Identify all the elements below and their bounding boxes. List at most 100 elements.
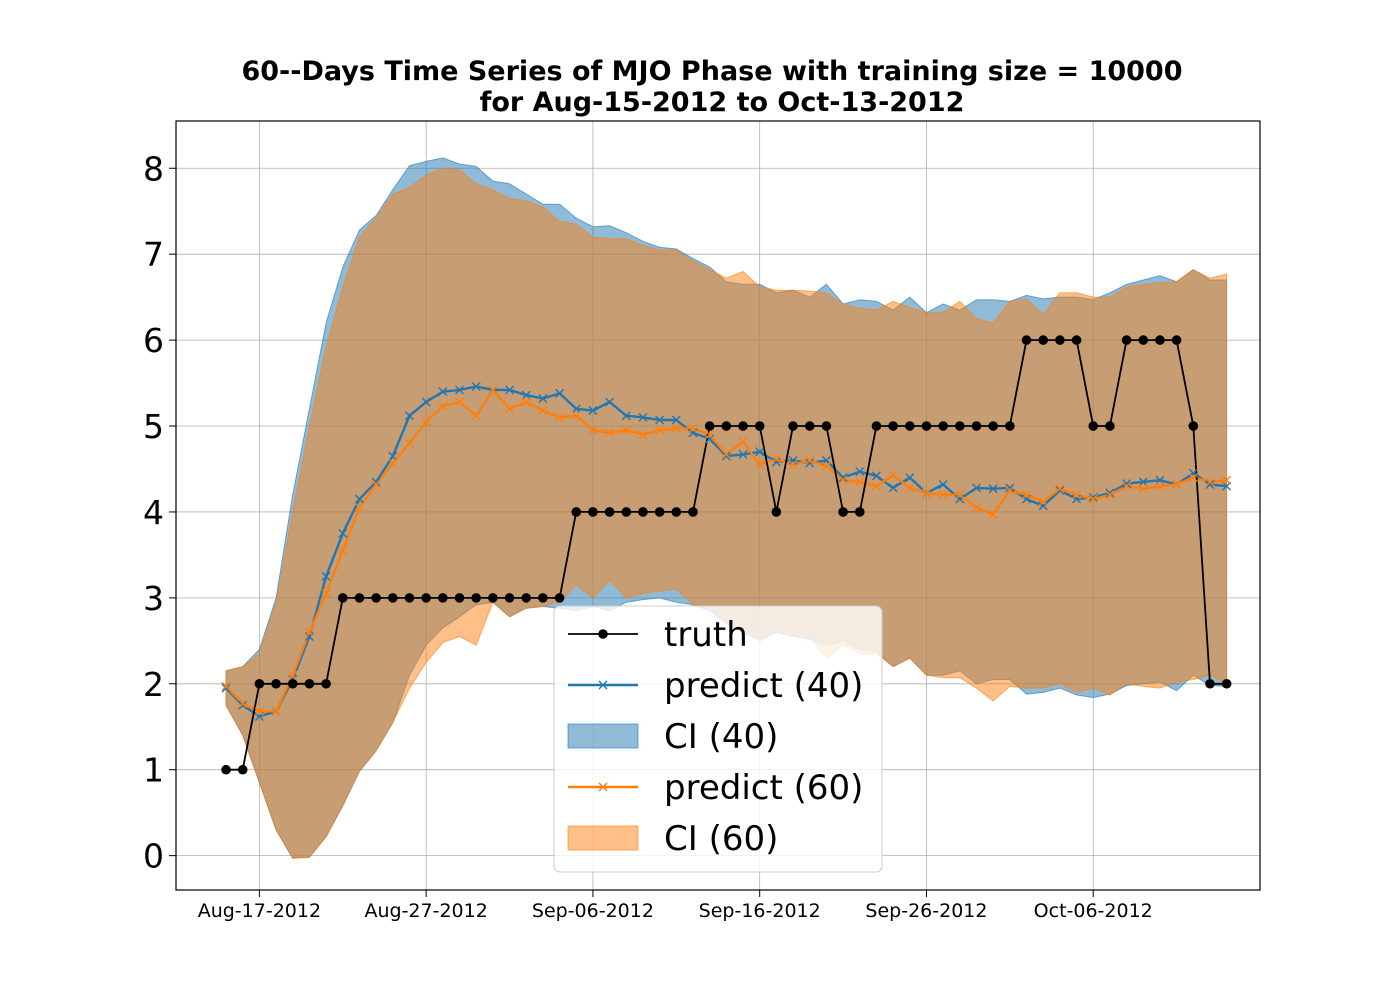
truth-point [904, 421, 915, 431]
predict-40-point [571, 404, 581, 414]
predict-60-point [738, 436, 748, 446]
truth-point [854, 507, 865, 517]
predict-40-point [1022, 494, 1032, 504]
truth-point [871, 421, 882, 431]
predict-40-point [1105, 488, 1115, 498]
predict-40-point [1072, 494, 1082, 504]
predict-60-point [455, 397, 465, 407]
truth-point [438, 593, 448, 603]
predict-60-point [304, 627, 314, 637]
y-tick-label: 3 [143, 579, 164, 618]
predict-40-point [371, 477, 381, 487]
predict-60-point [371, 479, 381, 489]
predict-60-point [1088, 494, 1098, 504]
truth-point [471, 593, 481, 603]
predict-40-point [538, 394, 548, 404]
truth-point [704, 421, 715, 431]
predict-40-point [1138, 477, 1148, 487]
predict-40-point [688, 428, 698, 438]
predict-60-point [1205, 477, 1215, 487]
predict-60-point [538, 406, 548, 416]
predict-60-point [238, 699, 248, 709]
truth-point [1121, 335, 1132, 345]
predict-60-point [921, 488, 931, 498]
series-markers [221, 335, 1232, 775]
truth-point [554, 593, 565, 603]
predict-60-point [838, 475, 848, 485]
predict-40-point [455, 385, 465, 395]
predict-60-point [254, 706, 264, 716]
predict-40-point [304, 632, 314, 642]
y-tick-label: 6 [143, 321, 164, 360]
predict-60-point [655, 425, 665, 435]
legend-marker-predict [598, 680, 608, 690]
predict-40-point [655, 415, 665, 425]
legend-label: predict (60) [664, 768, 863, 808]
predict-60-point [1188, 473, 1198, 483]
predict-40-point [755, 447, 765, 457]
predict-40-point [905, 473, 915, 483]
truth-point [321, 678, 331, 689]
predict-60-point [354, 503, 364, 513]
predict-40-point [404, 411, 414, 421]
predict-60-point [1072, 490, 1082, 500]
x-axis-ticks: Aug-17-2012 Aug-27-2012 Sep-06-2012 Sep-16-… [198, 890, 1153, 922]
truth-point [604, 507, 615, 517]
truth-point [1205, 678, 1215, 689]
predict-40-point [238, 700, 248, 710]
predict-40-point [971, 483, 981, 493]
predict-60-point [1222, 475, 1232, 485]
truth-point [888, 421, 898, 431]
predict-40-point [321, 571, 331, 581]
predict-40-point [838, 473, 848, 483]
legend: truth predict (40) CI (40) predict (60) CI (… [553, 605, 883, 873]
y-tick-label: 4 [143, 493, 164, 532]
predict-40-point [771, 457, 781, 467]
predict-40-point [521, 390, 531, 400]
predict-40-point [505, 385, 515, 395]
predict-60-point [321, 589, 331, 599]
predict-40-point [738, 449, 748, 459]
predict-40-point [354, 494, 364, 504]
truth-point [588, 507, 598, 517]
truth-point [1138, 335, 1149, 345]
y-tick-label: 2 [143, 665, 164, 704]
truth-point [638, 507, 648, 517]
truth-point [404, 593, 415, 603]
predict-60-point [605, 428, 615, 438]
predict-60-point [388, 458, 398, 468]
predict-60-point [638, 430, 648, 440]
predict-60-point [1038, 497, 1048, 507]
legend-box [553, 605, 883, 873]
predict-40-point [438, 387, 448, 397]
predict-60-point [755, 460, 765, 470]
truth-point [287, 678, 298, 689]
truth-point [454, 593, 465, 603]
predict-60-point [571, 411, 581, 421]
chart-title: 60--Days Time Series of MJO Phase with t… [241, 56, 1182, 87]
truth-point [821, 421, 832, 431]
predict-40-point [421, 397, 431, 407]
confidence-bands [225, 157, 1228, 859]
truth-point [788, 421, 798, 431]
truth-point [1055, 335, 1065, 345]
legend-marker-predict [598, 782, 608, 792]
truth-point [721, 421, 732, 431]
predict-40-point [705, 434, 715, 444]
predict-40-point [1005, 483, 1015, 493]
legend-label: predict (40) [664, 666, 863, 706]
truth-point [838, 507, 848, 517]
truth-point [421, 593, 431, 603]
predict-40-point [938, 479, 948, 489]
predict-40-point [888, 483, 898, 493]
truth-point [237, 764, 248, 775]
predict-60-point [1022, 490, 1032, 500]
truth-point [754, 421, 765, 431]
predict-60-point [671, 424, 681, 434]
truth-point [1038, 335, 1048, 345]
predict-60-point [271, 706, 281, 716]
truth-point [988, 421, 998, 431]
predict-60-point [404, 438, 414, 448]
legend-label: truth [664, 615, 748, 655]
predict-60-point [1055, 484, 1065, 494]
